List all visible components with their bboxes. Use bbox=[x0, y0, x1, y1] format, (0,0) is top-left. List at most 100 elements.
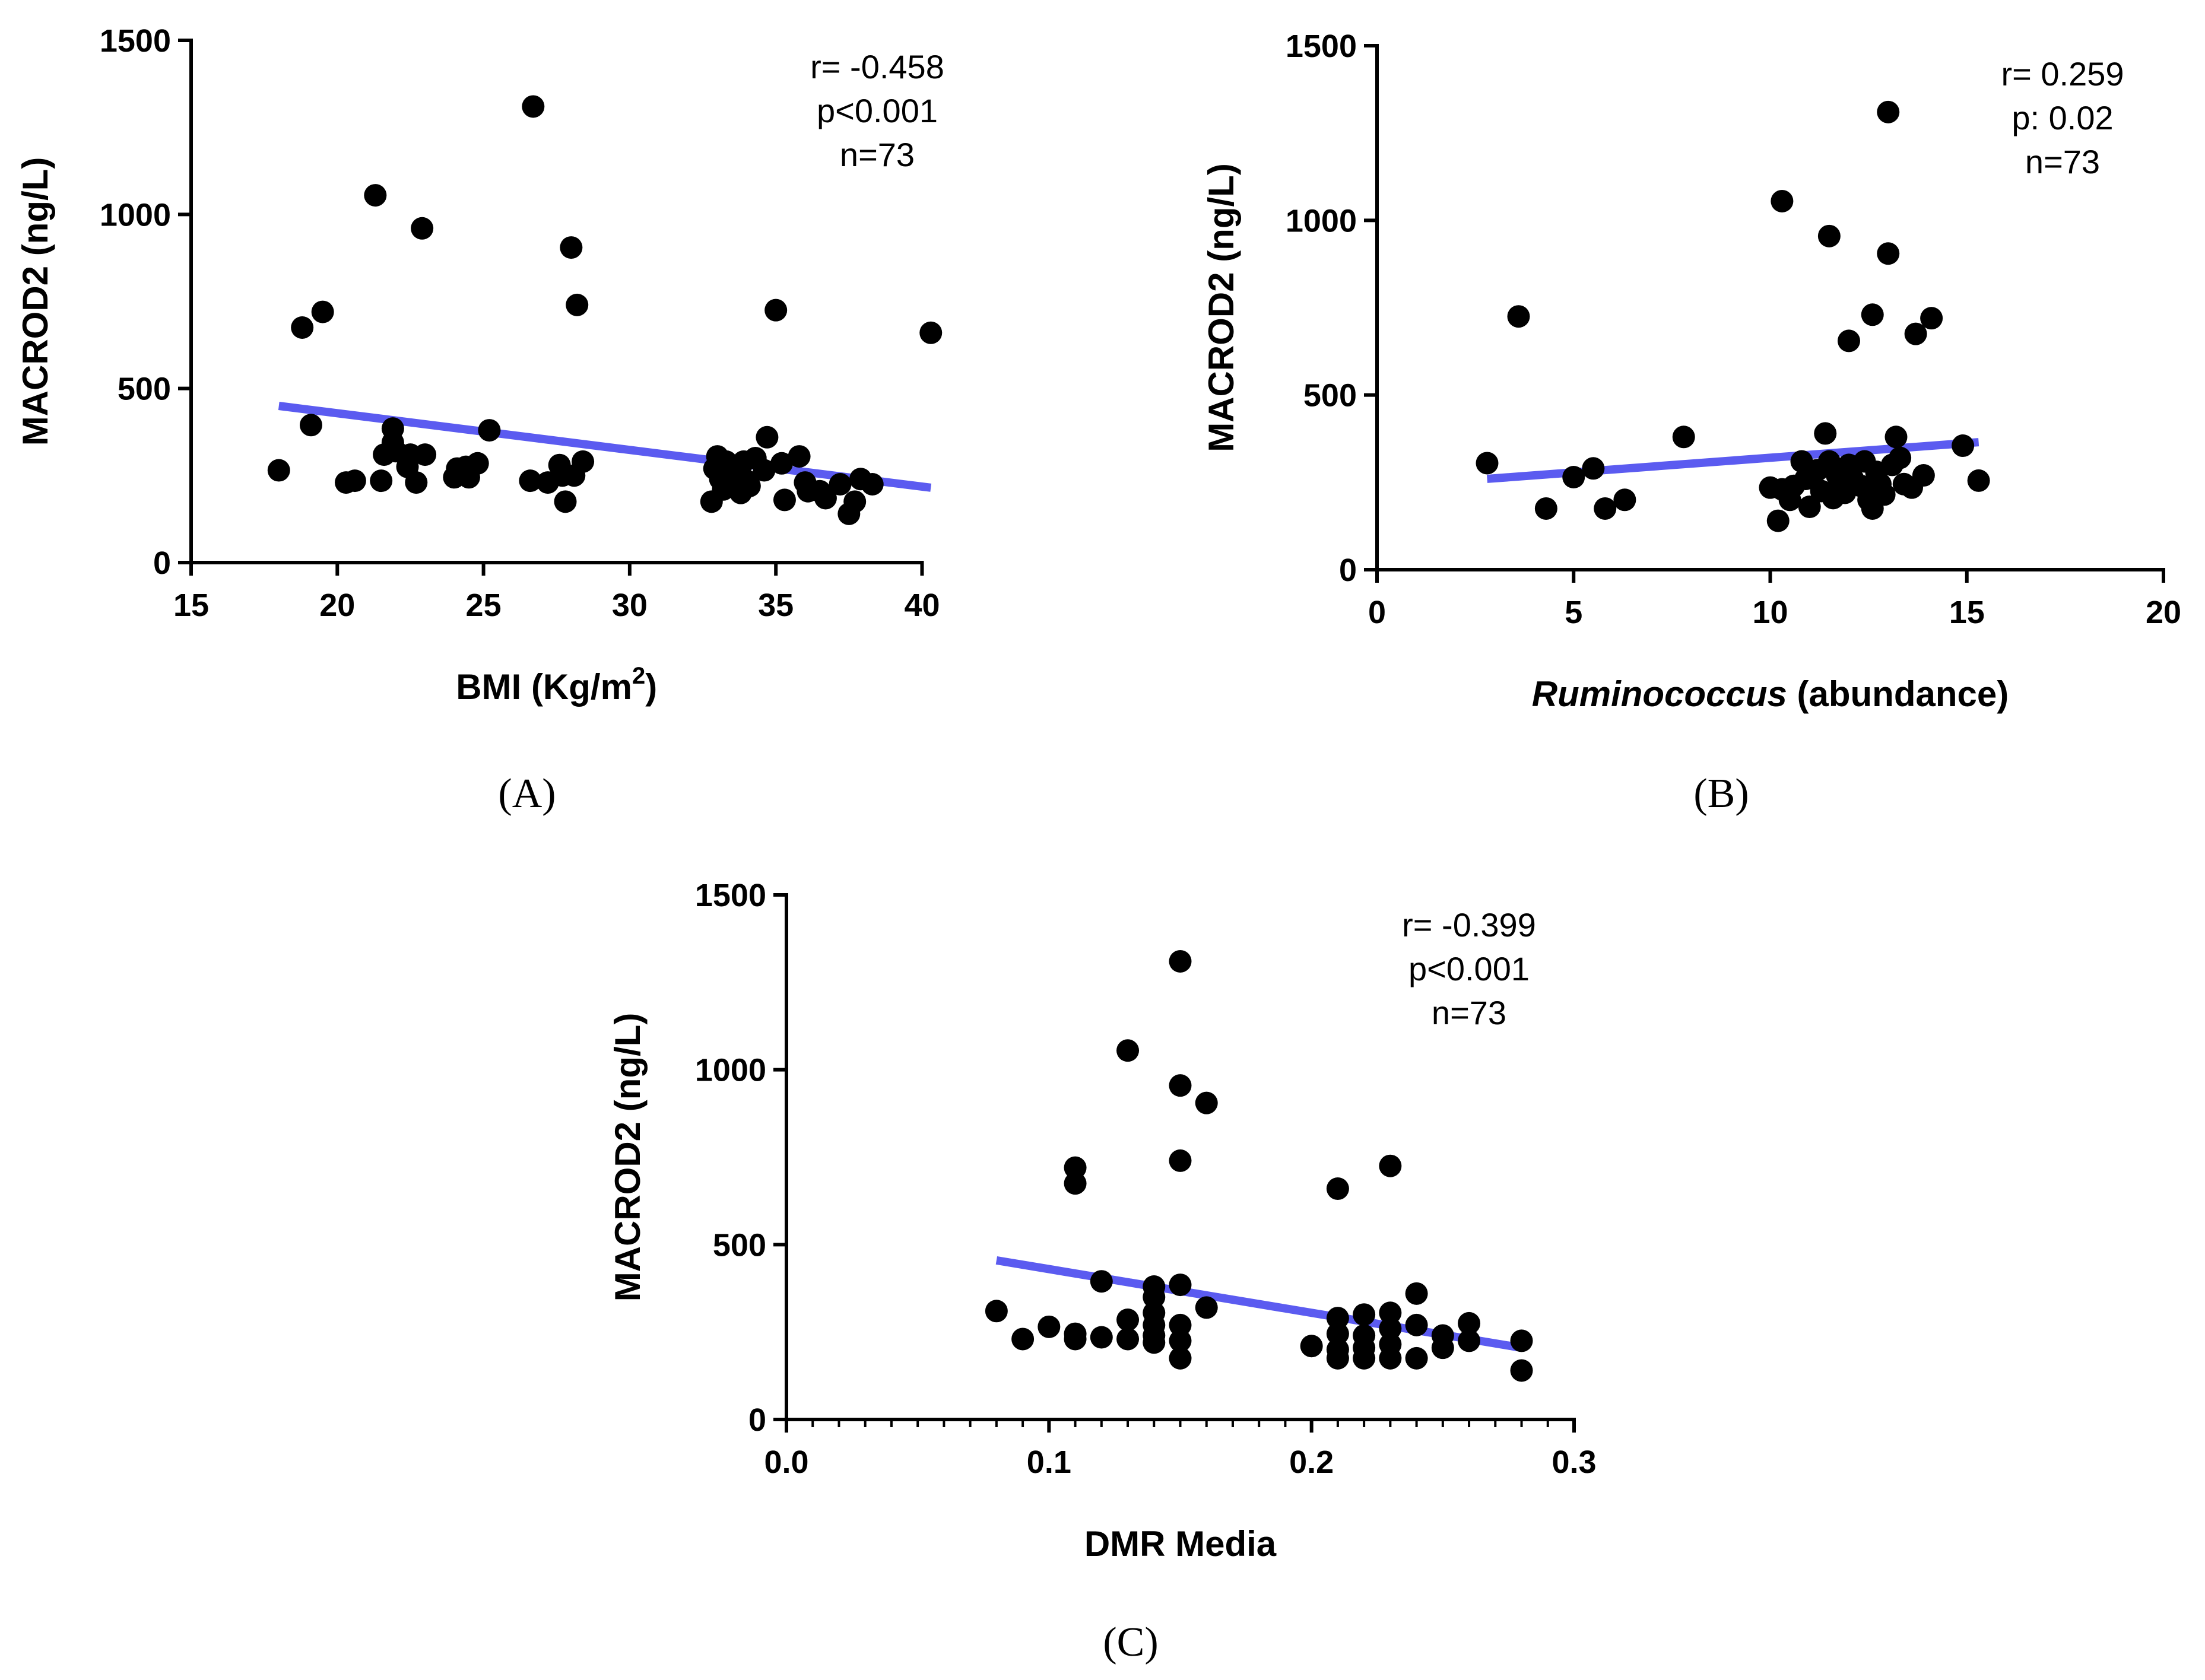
x-tick-label: 35 bbox=[758, 587, 794, 623]
stat-annotation: n=73 bbox=[1432, 994, 1506, 1031]
x-tick-label: 40 bbox=[904, 587, 940, 623]
stat-annotation: r= -0.458 bbox=[810, 48, 944, 85]
data-point bbox=[1169, 1149, 1192, 1172]
data-point bbox=[1889, 446, 1912, 469]
data-point bbox=[1476, 452, 1499, 475]
x-tick-label: 15 bbox=[1949, 595, 1985, 630]
data-point bbox=[1379, 1301, 1402, 1325]
data-point bbox=[1011, 1328, 1035, 1351]
y-tick-label: 500 bbox=[118, 371, 171, 407]
data-point bbox=[1967, 469, 1990, 492]
panel-b: 0 500 1000 1500 0 5 10 15 20 MACROD2 (ng/L) Rumino… bbox=[1201, 28, 2181, 817]
data-point bbox=[554, 490, 577, 513]
data-point bbox=[1817, 224, 1841, 247]
panel-label: (B) bbox=[1693, 771, 1749, 817]
data-point bbox=[1771, 189, 1794, 212]
x-tick-label: 20 bbox=[2146, 595, 2181, 630]
data-point bbox=[1300, 1335, 1323, 1358]
data-point bbox=[1064, 1156, 1087, 1179]
stat-annotation: r= -0.399 bbox=[1402, 906, 1536, 944]
x-axis-title-text: BMI (Kg/m bbox=[456, 667, 632, 707]
x-tick-label: 5 bbox=[1565, 595, 1582, 630]
panel-label: (A) bbox=[498, 771, 556, 817]
panel-label: (C) bbox=[1103, 1619, 1158, 1665]
x-axis-title-superscript: 2 bbox=[632, 663, 645, 689]
data-point bbox=[1877, 100, 1900, 123]
y-tick-label: 0 bbox=[153, 545, 171, 581]
data-point bbox=[522, 95, 545, 118]
data-point bbox=[1143, 1331, 1166, 1354]
x-tick-label: 25 bbox=[466, 587, 502, 623]
stat-annotation: p<0.001 bbox=[817, 92, 938, 129]
data-point bbox=[1873, 483, 1896, 506]
data-point bbox=[572, 450, 595, 473]
x-axis-title-suffix: (abundance) bbox=[1787, 674, 2009, 714]
data-point bbox=[1405, 1313, 1428, 1336]
data-point bbox=[738, 474, 761, 497]
data-point bbox=[1169, 1274, 1192, 1297]
data-point bbox=[1431, 1336, 1454, 1360]
y-tick-label: 0 bbox=[748, 1402, 766, 1438]
data-point bbox=[1116, 1309, 1140, 1332]
x-axis-title-suffix: ) bbox=[645, 667, 657, 707]
x-tick-label: 0.2 bbox=[1289, 1444, 1334, 1480]
data-point bbox=[1562, 466, 1585, 489]
data-point bbox=[1613, 488, 1636, 512]
data-point bbox=[291, 316, 314, 339]
data-point bbox=[566, 293, 589, 316]
y-tick-label: 0 bbox=[1339, 552, 1357, 588]
data-point bbox=[1507, 305, 1530, 328]
data-point bbox=[1169, 1074, 1192, 1097]
data-point bbox=[1861, 303, 1884, 326]
data-point bbox=[1379, 1317, 1402, 1340]
data-point bbox=[478, 419, 501, 442]
x-tick-label: 20 bbox=[319, 587, 355, 623]
data-point bbox=[343, 469, 366, 493]
data-point bbox=[1353, 1346, 1376, 1370]
y-tick-label: 1000 bbox=[100, 197, 171, 233]
data-point bbox=[414, 443, 437, 466]
data-point bbox=[519, 469, 542, 493]
data-point bbox=[1952, 434, 1975, 458]
y-tick-label: 500 bbox=[1303, 378, 1357, 414]
data-point bbox=[1458, 1311, 1481, 1335]
data-point bbox=[1064, 1172, 1087, 1195]
data-point bbox=[861, 473, 884, 496]
data-point bbox=[1405, 1346, 1428, 1370]
panel-c: 0 500 1000 1500 0.0 0.1 0.2 0.3 MACROD2 (ng/L) DM… bbox=[608, 878, 1597, 1665]
y-axis-title: MACROD2 (ng/L) bbox=[15, 157, 55, 446]
data-point bbox=[1195, 1091, 1218, 1114]
stat-annotation: p<0.001 bbox=[1408, 950, 1530, 987]
data-point bbox=[770, 452, 794, 475]
data-point bbox=[773, 488, 796, 512]
data-point bbox=[1405, 1282, 1428, 1305]
data-point bbox=[411, 217, 434, 240]
y-tick-label: 1500 bbox=[1286, 28, 1357, 64]
x-tick-label: 0.3 bbox=[1552, 1444, 1596, 1480]
data-point bbox=[1582, 457, 1605, 480]
data-point bbox=[1195, 1296, 1218, 1319]
x-axis-title-text: DMR Media bbox=[1084, 1524, 1277, 1564]
x-tick-label: 30 bbox=[612, 587, 648, 623]
data-point bbox=[1169, 1346, 1192, 1370]
x-tick-label: 0.0 bbox=[764, 1444, 808, 1480]
y-tick-label: 1000 bbox=[695, 1053, 766, 1088]
data-point bbox=[1326, 1307, 1349, 1330]
data-point bbox=[1814, 422, 1837, 445]
data-point bbox=[466, 452, 489, 475]
data-point bbox=[1672, 425, 1695, 449]
data-point bbox=[1458, 1329, 1481, 1352]
y-axis-title: MACROD2 (ng/L) bbox=[608, 1013, 648, 1302]
data-point bbox=[560, 236, 583, 259]
data-point bbox=[1510, 1329, 1533, 1352]
data-point bbox=[1379, 1346, 1402, 1370]
data-point bbox=[1920, 307, 1943, 330]
x-axis-title: Ruminococcus (abundance) bbox=[1532, 674, 2009, 714]
x-axis-title: BMI (Kg/m2) bbox=[456, 663, 657, 707]
data-point bbox=[1912, 464, 1935, 487]
data-point bbox=[1169, 1329, 1192, 1352]
data-point bbox=[829, 473, 852, 496]
data-point bbox=[764, 298, 788, 322]
data-point bbox=[1594, 497, 1617, 520]
